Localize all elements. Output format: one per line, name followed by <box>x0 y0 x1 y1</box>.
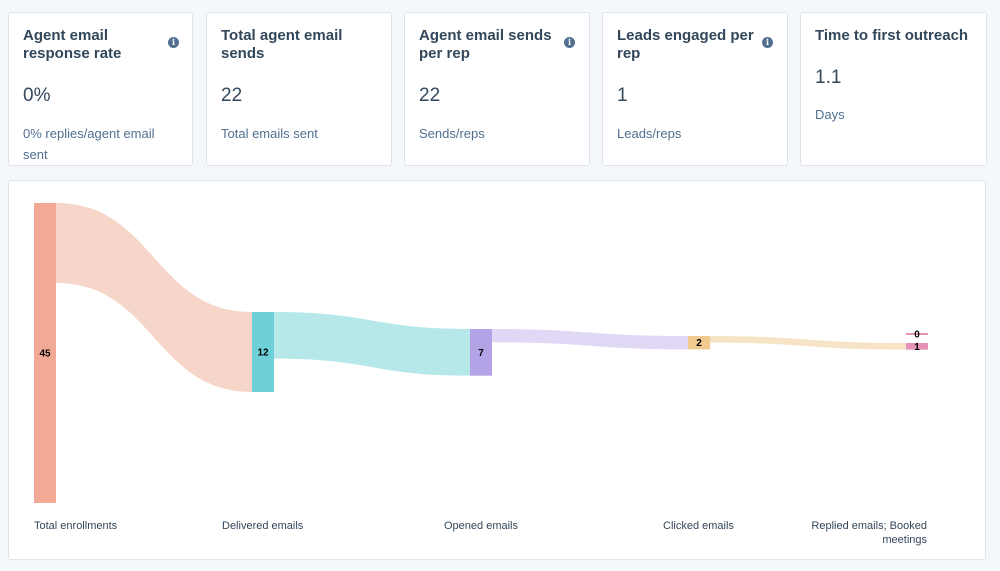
stage-label: Opened emails <box>444 520 518 532</box>
stage-label: Clicked emails <box>663 520 734 532</box>
sankey-node[interactable] <box>252 312 274 392</box>
sankey-node[interactable] <box>906 333 928 335</box>
card-value: 22 <box>419 85 441 106</box>
stage-label: Total enrollments <box>34 520 118 532</box>
node-value-label: 2 <box>696 338 702 349</box>
sankey-node[interactable] <box>906 343 928 350</box>
node-value-label: 1 <box>914 342 920 353</box>
card-value: 1 <box>617 85 628 106</box>
kpi-card-total-sends: Total agent email sends 22 Total emails … <box>206 12 392 166</box>
card-caption: Leads/reps <box>617 126 682 141</box>
card-caption: 0% replies/agent email sent <box>23 126 155 162</box>
card-value: 1.1 <box>815 67 842 88</box>
node-value-label: 7 <box>478 348 484 359</box>
sankey-node[interactable] <box>470 329 492 376</box>
node-value-label: 0 <box>914 330 920 341</box>
card-value: 0% <box>23 85 51 106</box>
sankey-link <box>710 336 906 350</box>
card-title: Total agent email sends <box>221 27 343 62</box>
kpi-card-response-rate: Agent email response rate i 0% 0% replie… <box>8 12 193 166</box>
stage-label: Replied emails; Booked meetings <box>811 520 927 546</box>
kpi-card-leads-per-rep: Leads engaged per rep i 1 Leads/reps <box>602 12 788 166</box>
card-caption: Sends/reps <box>419 126 485 141</box>
sankey-chart: 45 12 7 2 10 <box>34 203 928 503</box>
info-icon[interactable]: i <box>762 37 773 48</box>
card-value: 22 <box>221 85 243 106</box>
node-value-label: 12 <box>257 348 269 359</box>
sankey-node[interactable] <box>688 336 710 350</box>
sankey-chart-panel: 45 12 7 2 1 0 Total enrollments Delivered ema… <box>8 180 986 560</box>
node-value-label: 45 <box>39 349 51 360</box>
info-icon[interactable]: i <box>168 37 179 48</box>
card-title: Agent email sends per rep <box>419 27 552 62</box>
card-title: Time to first outreach <box>815 27 969 44</box>
sankey-node[interactable] <box>34 203 56 503</box>
kpi-card-sends-per-rep: Agent email sends per rep i 22 Sends/rep… <box>404 12 590 166</box>
sankey-link <box>274 312 470 376</box>
card-caption: Days <box>815 107 845 122</box>
info-icon[interactable]: i <box>564 37 575 48</box>
card-title: Leads engaged per rep <box>617 27 754 62</box>
sankey-link <box>56 203 252 392</box>
card-title: Agent email response rate <box>23 27 122 62</box>
sankey-link <box>492 329 688 350</box>
stage-label: Delivered emails <box>222 520 304 532</box>
kpi-card-time-to-outreach: Time to first outreach 1.1 Days <box>800 12 987 166</box>
card-caption: Total emails sent <box>221 126 318 141</box>
